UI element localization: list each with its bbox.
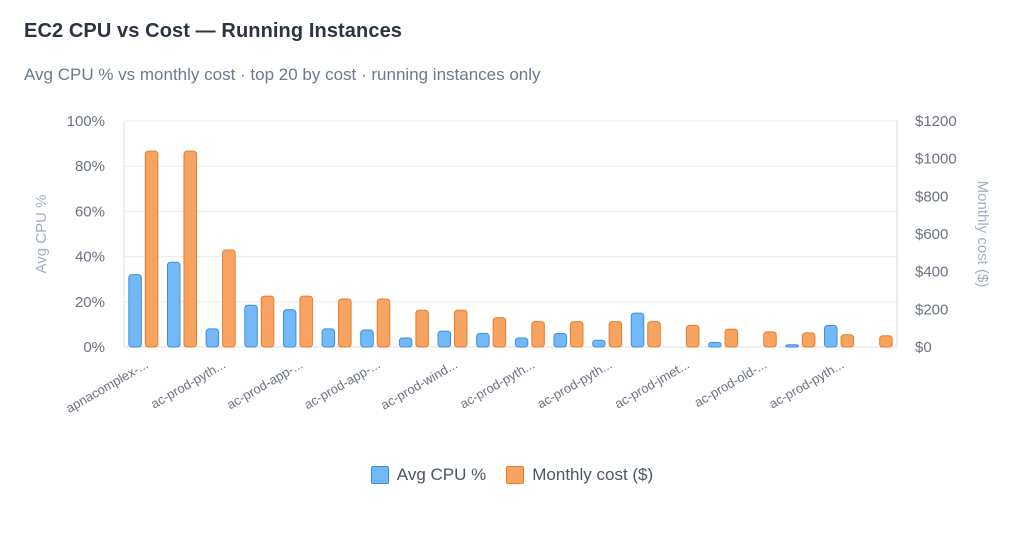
bar-cost — [338, 298, 352, 348]
bar-cost — [454, 309, 468, 348]
legend-item-cost[interactable]: Monthly cost ($) — [506, 465, 653, 485]
y-left-tick-label: 0% — [83, 339, 105, 356]
bar-cpu — [282, 309, 297, 348]
bar-cost — [647, 321, 661, 348]
bar-cost — [376, 298, 391, 348]
bar-cost — [531, 321, 545, 348]
chart-legend: Avg CPU % Monthly cost ($) — [0, 465, 1024, 485]
y-left-tick-label: 80% — [75, 158, 105, 175]
y-right-tick-label: $200 — [915, 301, 948, 318]
y-left-tick-label: 60% — [75, 203, 105, 220]
x-tick-label: ac-prod-app-... — [301, 357, 382, 413]
x-tick-label: ac-prod-jmet... — [612, 357, 692, 412]
x-tick-label: ac-prod-app-... — [224, 357, 305, 413]
bar-cost — [299, 295, 313, 348]
y-right-tick-label: $800 — [915, 188, 948, 205]
bar-cpu — [824, 325, 838, 348]
bar-cost — [222, 249, 236, 348]
legend-swatch-cpu — [370, 466, 389, 484]
bar-cpu — [592, 339, 606, 348]
bar-cost — [492, 317, 507, 348]
bar-cost — [144, 150, 159, 348]
bar-cpu — [553, 332, 567, 348]
y-right-tick-label: $1000 — [915, 151, 957, 168]
y-right-tick-label: $1200 — [915, 113, 957, 130]
legend-swatch-cost — [506, 466, 525, 484]
bar-cost — [569, 321, 584, 348]
bar-cost — [801, 332, 816, 348]
bar-cost — [183, 150, 197, 348]
x-tick-label: apnacomplex-... — [63, 357, 151, 416]
bar-cost — [763, 331, 777, 348]
bar-cost — [879, 335, 893, 348]
x-tick-label: ac-prod-pyth... — [535, 357, 615, 412]
bar-cost — [260, 295, 275, 348]
y-right-tick-label: $600 — [915, 226, 948, 243]
bar-cpu — [437, 330, 452, 348]
bar-cpu — [205, 328, 220, 348]
y-right-tick-label: $400 — [915, 264, 948, 281]
x-tick-label: ac-prod-pyth... — [148, 357, 228, 412]
bar-cost — [724, 328, 739, 348]
x-tick-label: ac-prod-wind... — [378, 357, 460, 413]
bar-cpu — [128, 274, 142, 348]
legend-item-cpu[interactable]: Avg CPU % — [370, 465, 487, 485]
bar-cpu — [166, 261, 181, 348]
y-right-tick-label: $0 — [915, 339, 932, 356]
bar-cpu — [360, 329, 374, 348]
bar-cpu — [514, 337, 529, 348]
bar-cpu — [398, 337, 413, 348]
bar-cost — [608, 321, 623, 348]
y-left-tick-label: 20% — [75, 294, 105, 311]
bar-cpu — [630, 312, 645, 348]
bar-cost — [415, 309, 429, 348]
y-left-tick-label: 40% — [75, 249, 105, 266]
legend-label-cost: Monthly cost ($) — [532, 465, 654, 484]
y-left-axis-title: Avg CPU % — [33, 195, 50, 274]
x-tick-label: ac-prod-pyth... — [766, 357, 846, 412]
bar-cost — [685, 324, 700, 348]
chart-title: EC2 CPU vs Cost — Running Instances — [24, 20, 403, 42]
bar-cpu — [785, 344, 799, 348]
bar-cpu — [708, 341, 722, 348]
x-tick-label: ac-prod-old-... — [692, 357, 770, 410]
bar-cost — [840, 334, 855, 348]
bar-cpu — [321, 328, 336, 348]
bar-cpu — [476, 332, 490, 348]
chart-subtitle: Avg CPU % vs monthly cost · top 20 by co… — [24, 65, 541, 84]
y-left-tick-label: 100% — [67, 113, 105, 130]
legend-label-cpu: Avg CPU % — [396, 465, 487, 484]
y-right-axis-title: Monthly cost ($) — [974, 181, 991, 288]
bar-cpu — [244, 304, 258, 348]
x-tick-label: ac-prod-pyth... — [457, 357, 537, 412]
